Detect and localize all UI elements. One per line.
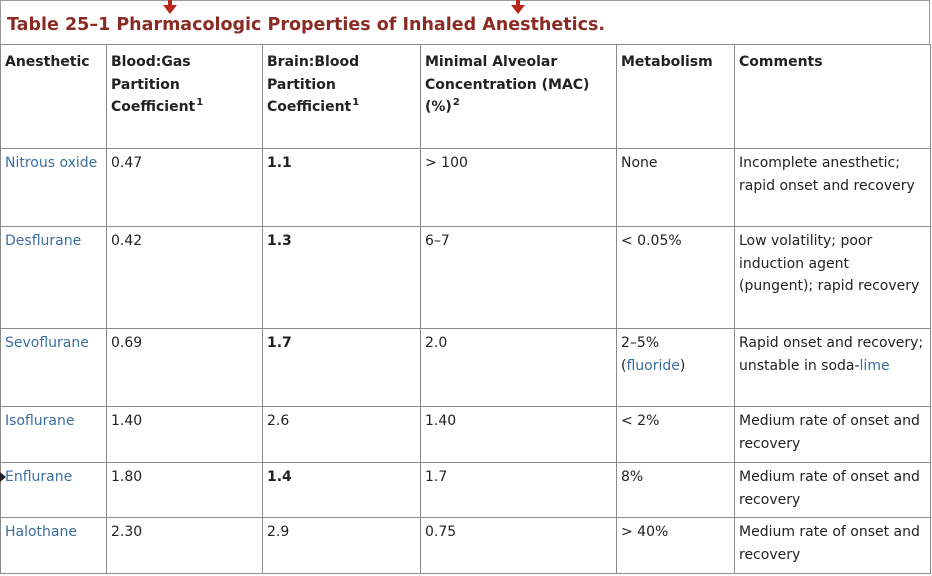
triangle-marker-icon [0, 472, 6, 482]
comments-cell: Incomplete anesthetic; rapid onset and r… [734, 148, 931, 227]
blood-gas-cell: 0.42 [106, 226, 263, 329]
table-row: Halothane 2.30 2.9 0.75 > 40% Medium rat… [0, 517, 931, 574]
comments-cell: Medium rate of onset and recovery [734, 462, 931, 518]
footnote-marker: 1 [196, 97, 204, 108]
anesthetic-link[interactable]: Desflurane [0, 226, 107, 329]
metabolism-cell: 2–5% (fluoride) [616, 328, 735, 407]
table-title: Table 25–1 Pharmacologic Properties of I… [7, 15, 606, 35]
lime-link[interactable]: lime [859, 357, 890, 374]
table-row: Enflurane 1.80 1.4 1.7 8% Medium rate of… [0, 462, 931, 518]
anesthetic-link[interactable]: Enflurane [0, 462, 107, 518]
brain-blood-cell: 1.1 [262, 148, 421, 227]
metabolism-cell: 8% [616, 462, 735, 518]
comments-cell: Medium rate of onset and recovery [734, 406, 931, 463]
blood-gas-cell: 2.30 [106, 517, 263, 574]
header-brain-blood: Brain:Blood Partition Coefficient1 [262, 44, 421, 149]
mac-cell: 6–7 [420, 226, 617, 329]
footnote-marker: 2 [452, 97, 460, 108]
metabolism-cell: < 2% [616, 406, 735, 463]
blood-gas-cell: 0.47 [106, 148, 263, 227]
brain-blood-cell: 1.4 [262, 462, 421, 518]
header-mac: Minimal Alveolar Concentration (MAC) (%)… [420, 44, 617, 149]
brain-blood-cell: 1.3 [262, 226, 421, 329]
mac-cell: 1.40 [420, 406, 617, 463]
header-blood-gas: Blood:Gas Partition Coefficient1 [106, 44, 263, 149]
table-row: Isoflurane 1.40 2.6 1.40 < 2% Medium rat… [0, 406, 931, 463]
metabolism-cell: > 40% [616, 517, 735, 574]
brain-blood-cell: 1.7 [262, 328, 421, 407]
blood-gas-cell: 1.80 [106, 462, 263, 518]
footnote-marker: 1 [352, 97, 360, 108]
table-caption-bar: Table 25–1 Pharmacologic Properties of I… [0, 0, 930, 44]
metabolism-cell: None [616, 148, 735, 227]
table-row: Nitrous oxide 0.47 1.1 > 100 None Incomp… [0, 148, 931, 227]
mac-cell: 0.75 [420, 517, 617, 574]
comments-cell: Rapid onset and recovery; unstable in so… [734, 328, 931, 407]
header-anesthetic: Anesthetic [0, 44, 107, 149]
header-comments: Comments [734, 44, 931, 149]
blood-gas-cell: 0.69 [106, 328, 263, 407]
mac-cell: > 100 [420, 148, 617, 227]
mac-cell: 2.0 [420, 328, 617, 407]
brain-blood-cell: 2.6 [262, 406, 421, 463]
anesthetic-link[interactable]: Isoflurane [0, 406, 107, 463]
anesthetic-link[interactable]: Sevoflurane [0, 328, 107, 407]
table-row: Desflurane 0.42 1.3 6–7 < 0.05% Low vola… [0, 226, 931, 329]
comments-cell: Low volatility; poor induction agent (pu… [734, 226, 931, 329]
metabolism-cell: < 0.05% [616, 226, 735, 329]
anesthetic-link[interactable]: Nitrous oxide [0, 148, 107, 227]
mac-cell: 1.7 [420, 462, 617, 518]
header-metabolism: Metabolism [616, 44, 735, 149]
comments-cell: Medium rate of onset and recovery [734, 517, 931, 574]
anesthetics-table: Anesthetic Blood:Gas Partition Coefficie… [0, 44, 931, 574]
header-row: Anesthetic Blood:Gas Partition Coefficie… [0, 44, 931, 149]
table-row: Sevoflurane 0.69 1.7 2.0 2–5% (fluoride) … [0, 328, 931, 407]
blood-gas-cell: 1.40 [106, 406, 263, 463]
brain-blood-cell: 2.9 [262, 517, 421, 574]
anesthetic-link[interactable]: Halothane [0, 517, 107, 574]
fluoride-link[interactable]: fluoride [626, 357, 680, 374]
